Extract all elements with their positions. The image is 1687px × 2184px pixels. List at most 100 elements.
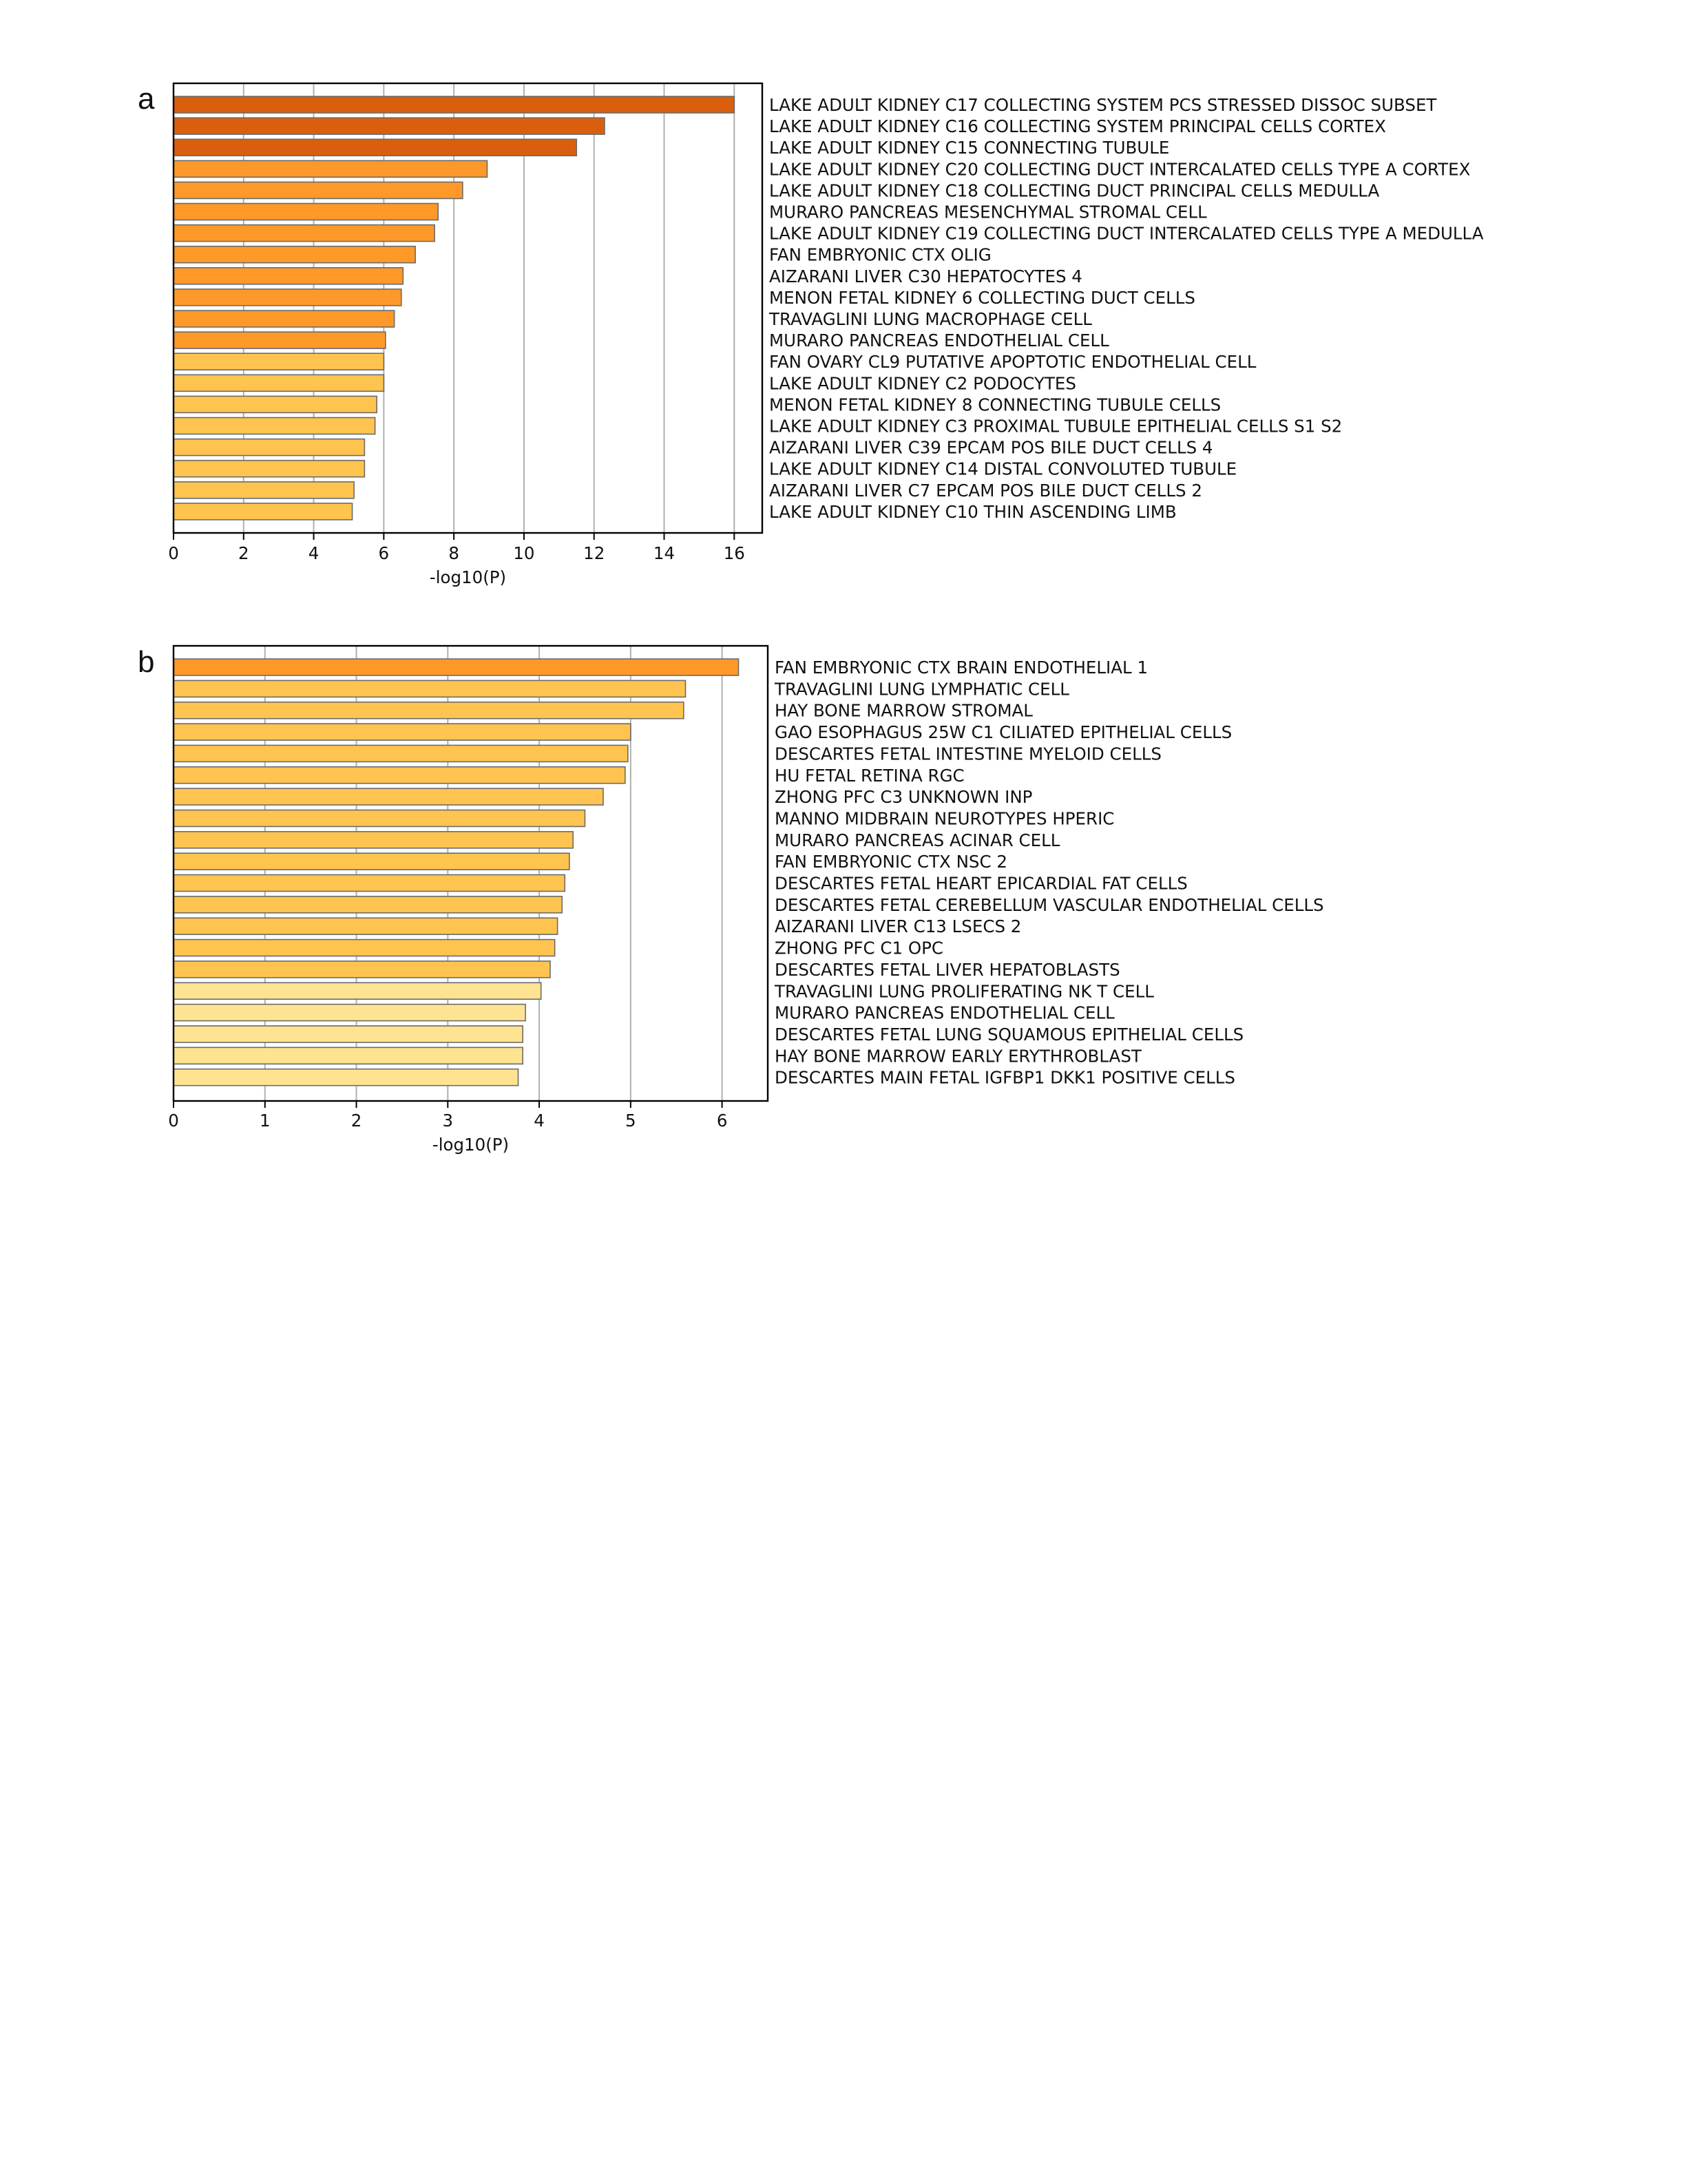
x-tick-label: 5	[625, 1111, 636, 1131]
x-tick-label: 2	[238, 543, 249, 563]
bar	[173, 788, 604, 806]
category-label: LAKE ADULT KIDNEY C17 COLLECTING SYSTEM …	[769, 95, 1437, 115]
bar	[173, 1025, 523, 1043]
bar	[173, 1047, 523, 1065]
category-label: LAKE ADULT KIDNEY C20 COLLECTING DUCT IN…	[769, 159, 1471, 179]
category-label: LAKE ADULT KIDNEY C15 CONNECTING TUBULE	[769, 138, 1169, 158]
panel-letter: a	[138, 82, 155, 116]
category-label: TRAVAGLINI LUNG MACROPHAGE CELL	[768, 309, 1092, 329]
bar	[173, 744, 629, 763]
bar	[173, 395, 377, 414]
category-label: LAKE ADULT KIDNEY C2 PODOCYTES	[769, 373, 1076, 393]
x-tick-label: 14	[653, 543, 675, 563]
x-tick-label: 8	[448, 543, 459, 563]
category-label: HAY BONE MARROW STROMAL	[775, 701, 1033, 721]
category-label: MURARO PANCREAS ACINAR CELL	[775, 830, 1060, 850]
bar	[173, 266, 404, 285]
category-label: LAKE ADULT KIDNEY C3 PROXIMAL TUBULE EPI…	[769, 417, 1342, 437]
chart-panel-b: b FAN EMBRYONIC CTX BRAIN ENDOTHELIAL 1TR…	[138, 644, 1324, 1155]
bar	[173, 331, 386, 349]
bar	[173, 680, 687, 698]
category-label: AIZARANI LIVER C30 HEPATOCYTES 4	[769, 266, 1082, 286]
x-tick-label: 2	[351, 1111, 362, 1131]
bar	[173, 960, 551, 978]
category-label: LAKE ADULT KIDNEY C10 THIN ASCENDING LIM…	[769, 502, 1177, 522]
category-label: MURARO PANCREAS ENDOTHELIAL CELL	[769, 330, 1109, 350]
category-label: MURARO PANCREAS ENDOTHELIAL CELL	[775, 1003, 1115, 1023]
x-tick-label: 0	[168, 543, 179, 563]
category-label: MANNO MIDBRAIN NEUROTYPES HPERIC	[775, 808, 1114, 828]
category-label: LAKE ADULT KIDNEY C18 COLLECTING DUCT PR…	[769, 180, 1379, 200]
x-tick-label: 10	[513, 543, 534, 563]
bar	[173, 809, 586, 828]
bar	[173, 202, 439, 221]
category-label: LAKE ADULT KIDNEY C19 COLLECTING DUCT IN…	[769, 224, 1484, 244]
bar	[173, 831, 574, 849]
category-label: DESCARTES FETAL LUNG SQUAMOUS EPITHELIAL…	[775, 1025, 1244, 1044]
category-label: DESCARTES FETAL CEREBELLUM VASCULAR ENDO…	[775, 895, 1324, 915]
category-label: ZHONG PFC C1 OPC	[775, 938, 943, 958]
category-label: ZHONG PFC C3 UNKNOWN INP	[775, 787, 1032, 807]
bar	[173, 1003, 526, 1022]
category-label: DESCARTES FETAL HEART EPICARDIAL FAT CEL…	[775, 874, 1188, 894]
plot-frame	[172, 644, 769, 1102]
bar	[173, 138, 578, 156]
x-tick-label: 4	[308, 543, 319, 563]
bar	[173, 245, 416, 264]
bar	[173, 96, 735, 114]
bar	[173, 310, 395, 328]
bar	[173, 181, 463, 200]
x-axis-title: -log10(P)	[430, 567, 506, 587]
bar	[173, 701, 684, 720]
bar	[173, 288, 402, 306]
bar	[173, 481, 355, 499]
x-tick-label: 4	[534, 1111, 545, 1131]
category-label: FAN OVARY CL9 PUTATIVE APOPTOTIC ENDOTHE…	[769, 352, 1257, 372]
category-label: LAKE ADULT KIDNEY C14 DISTAL CONVOLUTED …	[769, 459, 1237, 479]
x-tick-label: 0	[168, 1111, 179, 1131]
plot-frame	[172, 82, 764, 534]
bar	[173, 1068, 519, 1086]
category-label: LAKE ADULT KIDNEY C16 COLLECTING SYSTEM …	[769, 116, 1386, 136]
bar	[173, 417, 376, 435]
bar	[173, 459, 366, 478]
bar	[173, 874, 566, 892]
panel-letter: b	[138, 645, 154, 679]
category-label: FAN EMBRYONIC CTX NSC 2	[775, 852, 1007, 872]
category-label: HU FETAL RETINA RGC	[775, 766, 965, 786]
category-label: HAY BONE MARROW EARLY ERYTHROBLAST	[775, 1046, 1142, 1066]
category-label: MENON FETAL KIDNEY 6 COLLECTING DUCT CEL…	[769, 288, 1195, 308]
x-tick-label: 1	[260, 1111, 271, 1131]
category-label: FAN EMBRYONIC CTX OLIG	[769, 245, 992, 265]
bar	[173, 658, 740, 676]
bar	[173, 938, 556, 957]
category-label: AIZARANI LIVER C7 EPCAM POS BILE DUCT CE…	[769, 481, 1202, 501]
category-label: AIZARANI LIVER C39 EPCAM POS BILE DUCT C…	[769, 438, 1213, 458]
bar	[173, 852, 570, 870]
x-axis-title: -log10(P)	[432, 1135, 509, 1155]
category-label: AIZARANI LIVER C13 LSECS 2	[775, 916, 1021, 936]
bar	[173, 982, 542, 1000]
chart-panel-a: a LAKE ADULT KIDNEY C17 COLLECTING SYSTEM…	[138, 82, 1484, 587]
category-label: FAN EMBRYONIC CTX BRAIN ENDOTHELIAL 1	[775, 658, 1148, 678]
category-label: DESCARTES FETAL LIVER HEPATOBLASTS	[775, 960, 1120, 980]
bar	[173, 160, 488, 178]
category-label: TRAVAGLINI LUNG PROLIFERATING NK T CELL	[774, 981, 1154, 1001]
category-label: MENON FETAL KIDNEY 8 CONNECTING TUBULE C…	[769, 395, 1221, 414]
category-label: DESCARTES MAIN FETAL IGFBP1 DKK1 POSITIV…	[775, 1068, 1235, 1088]
x-tick-label: 3	[443, 1111, 454, 1131]
bar	[173, 766, 626, 784]
x-tick-label: 6	[379, 543, 390, 563]
bar	[173, 503, 353, 521]
category-label: DESCARTES FETAL INTESTINE MYELOID CELLS	[775, 744, 1162, 764]
category-label: GAO ESOPHAGUS 25W C1 CILIATED EPITHELIAL…	[775, 722, 1232, 742]
bar	[173, 117, 605, 135]
x-tick-label: 6	[717, 1111, 728, 1131]
bar	[173, 438, 366, 456]
bar	[173, 374, 385, 392]
x-tick-label: 16	[724, 543, 745, 563]
bar	[173, 723, 631, 741]
category-label: TRAVAGLINI LUNG LYMPHATIC CELL	[774, 679, 1069, 699]
bar	[173, 917, 558, 935]
